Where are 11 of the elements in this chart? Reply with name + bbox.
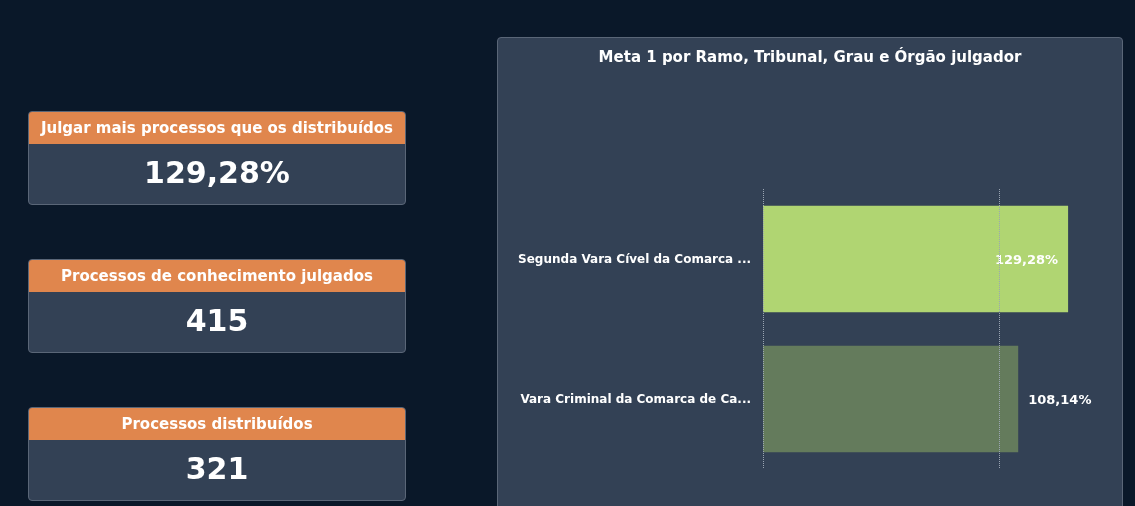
data-label: 129,28% <box>994 251 1059 267</box>
text: 129,28% <box>143 154 291 192</box>
text: Processos de conhecimento julgados <box>29 260 405 292</box>
y-tick-label: Vara Criminal da Comarca de Ca... <box>520 392 751 406</box>
data-label: 108,14% <box>1028 391 1092 407</box>
text: 415 <box>184 302 250 340</box>
y-tick-label: Segunda Vara Cível da Comarca ... <box>518 252 751 266</box>
text: Processos distribuídos <box>29 408 405 440</box>
text: 321 <box>184 450 250 488</box>
text: Julgar mais processos que os distribuídos <box>29 112 405 144</box>
chart-title: Meta 1 por Ramo, Tribunal, Grau e Órgão julgador <box>598 46 1022 66</box>
